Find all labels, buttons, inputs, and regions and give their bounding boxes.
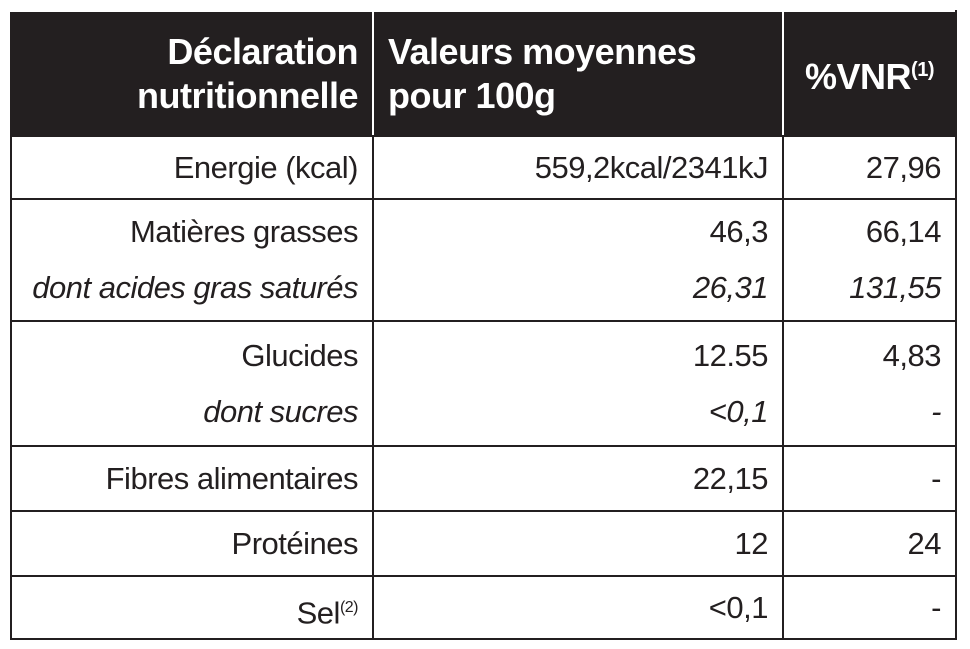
cell: 22,15 bbox=[372, 445, 784, 512]
row: Sel(2) <0,1 - bbox=[10, 575, 957, 640]
vnr: - bbox=[931, 393, 941, 429]
cell-line: dont sucres bbox=[26, 384, 358, 440]
footnote-ref: (1) bbox=[911, 59, 934, 81]
cell-line: <0,1 bbox=[388, 384, 769, 440]
header-text: nutritionnelle bbox=[137, 74, 359, 116]
value: 12 bbox=[734, 525, 769, 561]
label: Glucides bbox=[241, 337, 358, 373]
vnr: - bbox=[931, 589, 941, 625]
cell-line: <0,1 bbox=[388, 580, 769, 636]
cell-line: 24 bbox=[798, 516, 942, 572]
cell-line: Glucides bbox=[26, 328, 358, 384]
row: Fibres alimentaires 22,15 - bbox=[10, 445, 957, 512]
header-row: Déclaration nutritionnelle Valeurs moyenn… bbox=[10, 10, 957, 137]
cell: - bbox=[782, 445, 957, 512]
value: 22,15 bbox=[692, 460, 769, 496]
cell-line: Sel(2) bbox=[26, 580, 359, 636]
row: Energie (kcal) 559,2kcal/2341kJ 27,96 bbox=[10, 135, 957, 200]
header-text: Déclaration bbox=[167, 30, 358, 72]
header-text: pour 100g bbox=[388, 74, 556, 116]
label: Matières grasses bbox=[129, 214, 359, 249]
header-text: Valeurs moyennes bbox=[388, 30, 697, 72]
vnr: 131,55 bbox=[849, 270, 941, 305]
nutrition-table: Déclaration nutritionnelle Valeurs moyenn… bbox=[10, 10, 957, 640]
cell: <0,1 bbox=[372, 575, 784, 640]
row: Glucides dont sucres 12.55 <0,1 4,83 - bbox=[10, 320, 957, 447]
value: <0,1 bbox=[708, 589, 769, 625]
header-cell: %VNR(1) bbox=[782, 10, 957, 137]
cell: Protéines bbox=[10, 510, 374, 577]
cell-line: 46,3 bbox=[388, 204, 769, 260]
label: dont acides gras saturés bbox=[32, 270, 358, 305]
value: 26,31 bbox=[692, 270, 769, 305]
cell-line: Protéines bbox=[26, 516, 359, 572]
vnr: 4,83 bbox=[882, 337, 942, 373]
cell: 24 bbox=[782, 510, 957, 577]
cell: - bbox=[782, 575, 957, 640]
cell-line: dont acides gras saturés bbox=[26, 260, 358, 316]
cell: Energie (kcal) bbox=[10, 135, 374, 200]
cell-line: Fibres alimentaires bbox=[26, 451, 359, 507]
cell: 559,2kcal/2341kJ bbox=[372, 135, 784, 200]
cell: 27,96 bbox=[782, 135, 957, 200]
label: Protéines bbox=[231, 525, 359, 561]
cell-line: 131,55 bbox=[798, 260, 941, 316]
cell-line: 12.55 bbox=[388, 328, 769, 384]
value: 46,3 bbox=[709, 214, 769, 249]
vnr: - bbox=[931, 460, 941, 496]
row: Protéines 12 24 bbox=[10, 510, 957, 577]
cell: Fibres alimentaires bbox=[10, 445, 374, 512]
cell-line: - bbox=[798, 384, 941, 440]
cell-line: 12 bbox=[388, 516, 769, 572]
cell: Matières grasses dont acides gras saturés bbox=[10, 198, 374, 322]
cell-line: Energie (kcal) bbox=[26, 140, 359, 196]
header-text: %VNR bbox=[805, 56, 912, 97]
cell-line: - bbox=[798, 451, 941, 507]
label: Sel bbox=[296, 594, 341, 630]
row: Matières grasses dont acides gras saturés… bbox=[10, 198, 957, 322]
cell: Sel(2) bbox=[10, 575, 374, 640]
cell: Glucides dont sucres bbox=[10, 320, 374, 447]
header-cell: Valeurs moyennes pour 100g bbox=[372, 10, 784, 137]
cell-line: 27,96 bbox=[798, 140, 942, 196]
cell-line: Matières grasses bbox=[26, 204, 359, 260]
cell-line: 22,15 bbox=[388, 451, 769, 507]
vnr: 66,14 bbox=[865, 214, 942, 249]
cell: 12.55 <0,1 bbox=[372, 320, 784, 447]
value: 559,2kcal/2341kJ bbox=[534, 149, 769, 185]
cell: 12 bbox=[372, 510, 784, 577]
vnr: 27,96 bbox=[865, 149, 942, 185]
cell-line: - bbox=[798, 580, 941, 636]
label: Energie (kcal) bbox=[173, 149, 359, 185]
footnote-ref: (2) bbox=[339, 598, 359, 616]
cell-line: 4,83 bbox=[798, 328, 942, 384]
cell: 66,14 131,55 bbox=[782, 198, 957, 322]
vnr: 24 bbox=[907, 525, 942, 561]
value: <0,1 bbox=[708, 393, 769, 429]
cell: 4,83 - bbox=[782, 320, 957, 447]
cell-line: 559,2kcal/2341kJ bbox=[388, 140, 769, 196]
cell-line: 26,31 bbox=[388, 260, 769, 316]
value: 12.55 bbox=[692, 337, 769, 373]
label: dont sucres bbox=[203, 393, 358, 429]
cell-line: 66,14 bbox=[798, 204, 942, 260]
cell: 46,3 26,31 bbox=[372, 198, 784, 322]
label: Fibres alimentaires bbox=[105, 460, 359, 496]
header-cell: Déclaration nutritionnelle bbox=[10, 10, 374, 137]
